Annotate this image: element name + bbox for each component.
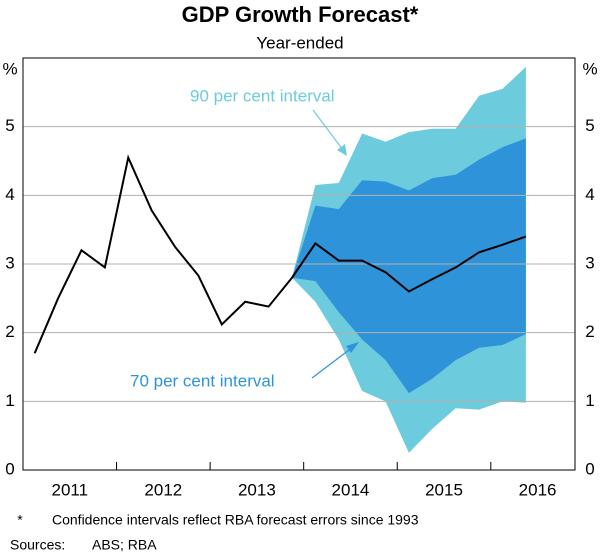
y-tick-label-right: 0 <box>585 459 594 478</box>
annotation-arrow <box>312 109 344 151</box>
annotation-arrow <box>311 346 354 379</box>
y-unit-left: % <box>2 59 17 78</box>
x-tick-label: 2011 <box>51 480 88 499</box>
annotation-90: 90 per cent interval <box>190 86 335 105</box>
y-tick-label-right: 3 <box>585 253 594 272</box>
plot-frame <box>22 57 576 471</box>
x-tick-label: 2016 <box>519 480 557 499</box>
y-tick-label-right: 1 <box>585 391 594 410</box>
footnote-text: Confidence intervals reflect RBA forecas… <box>52 512 419 528</box>
y-tick-label-left: 1 <box>5 391 14 410</box>
arrow-head <box>346 342 359 353</box>
sources-label: Sources: <box>10 537 65 553</box>
y-tick-label-left: 3 <box>5 253 14 272</box>
footnote-marker: * <box>17 512 23 528</box>
y-tick-label-left: 2 <box>5 322 14 341</box>
line <box>33 154 527 354</box>
y-tick-label-left: 5 <box>5 116 14 135</box>
x-tick-label: 2015 <box>425 480 463 499</box>
chart-title: GDP Growth Forecast* <box>182 2 419 27</box>
plot-area <box>23 66 575 453</box>
y-tick-label-right: 2 <box>585 322 594 341</box>
x-tick-label: 2013 <box>238 480 276 499</box>
y-unit-right: % <box>582 59 597 78</box>
confidence-band <box>291 138 526 394</box>
x-tick-label: 2012 <box>144 480 182 499</box>
y-tick-label-right: 4 <box>585 185 594 204</box>
y-tick-label-left: 0 <box>5 459 14 478</box>
x-tick-label: 2014 <box>332 480 370 499</box>
y-tick-label-left: 4 <box>5 185 14 204</box>
y-tick-label-right: 5 <box>585 116 594 135</box>
chart-subtitle: Year-ended <box>256 33 343 52</box>
sources-text: ABS; RBA <box>92 537 157 553</box>
arrow-head <box>337 144 347 156</box>
annotation-70: 70 per cent interval <box>130 371 275 390</box>
